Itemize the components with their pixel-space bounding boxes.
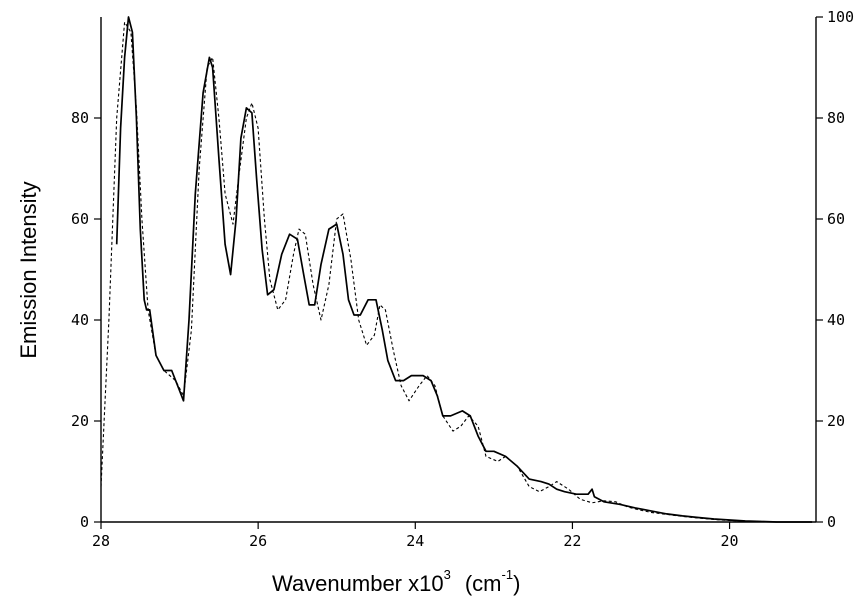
y-tick-label-left: 80 — [71, 109, 89, 127]
y-axis-title: Emission Intensity — [16, 181, 41, 358]
y-tick-label-left: 60 — [71, 210, 89, 228]
y-tick-label-right: 60 — [827, 210, 845, 228]
x-tick-label: 26 — [249, 532, 267, 550]
x-axis-title-unit-sup: -1 — [502, 567, 514, 582]
x-tick-label: 20 — [721, 532, 739, 550]
series-line-solid — [115, 16, 813, 523]
x-axis-title-main: Wavenumber x10 — [272, 571, 444, 596]
tick-labels: 0 20 40 60 80 0 20 40 60 80 100 28 26 24 22 20 — [71, 8, 854, 550]
x-axis-title: Wavenumber x103 (cm-1) — [272, 567, 520, 596]
y-tick-label-right: 80 — [827, 109, 845, 127]
y-tick-label-left: 40 — [71, 311, 89, 329]
x-axis-title-sup: 3 — [444, 567, 451, 582]
y-tick-label-right: 100 — [827, 8, 854, 26]
series-line-dashed — [100, 21, 813, 523]
x-tick-label: 22 — [563, 532, 581, 550]
series-group — [100, 16, 813, 523]
x-axis-title-unit-end: ) — [513, 571, 520, 596]
y-tick-label-right: 0 — [827, 513, 836, 531]
y-tick-label-left: 0 — [80, 513, 89, 531]
x-axis-title-unit: (cm — [465, 571, 502, 596]
x-tick-label: 24 — [406, 532, 424, 550]
x-tick-label: 28 — [92, 532, 110, 550]
y-tick-label-right: 40 — [827, 311, 845, 329]
y-tick-label-right: 20 — [827, 412, 845, 430]
axes — [94, 16, 823, 529]
y-tick-label-left: 20 — [71, 412, 89, 430]
